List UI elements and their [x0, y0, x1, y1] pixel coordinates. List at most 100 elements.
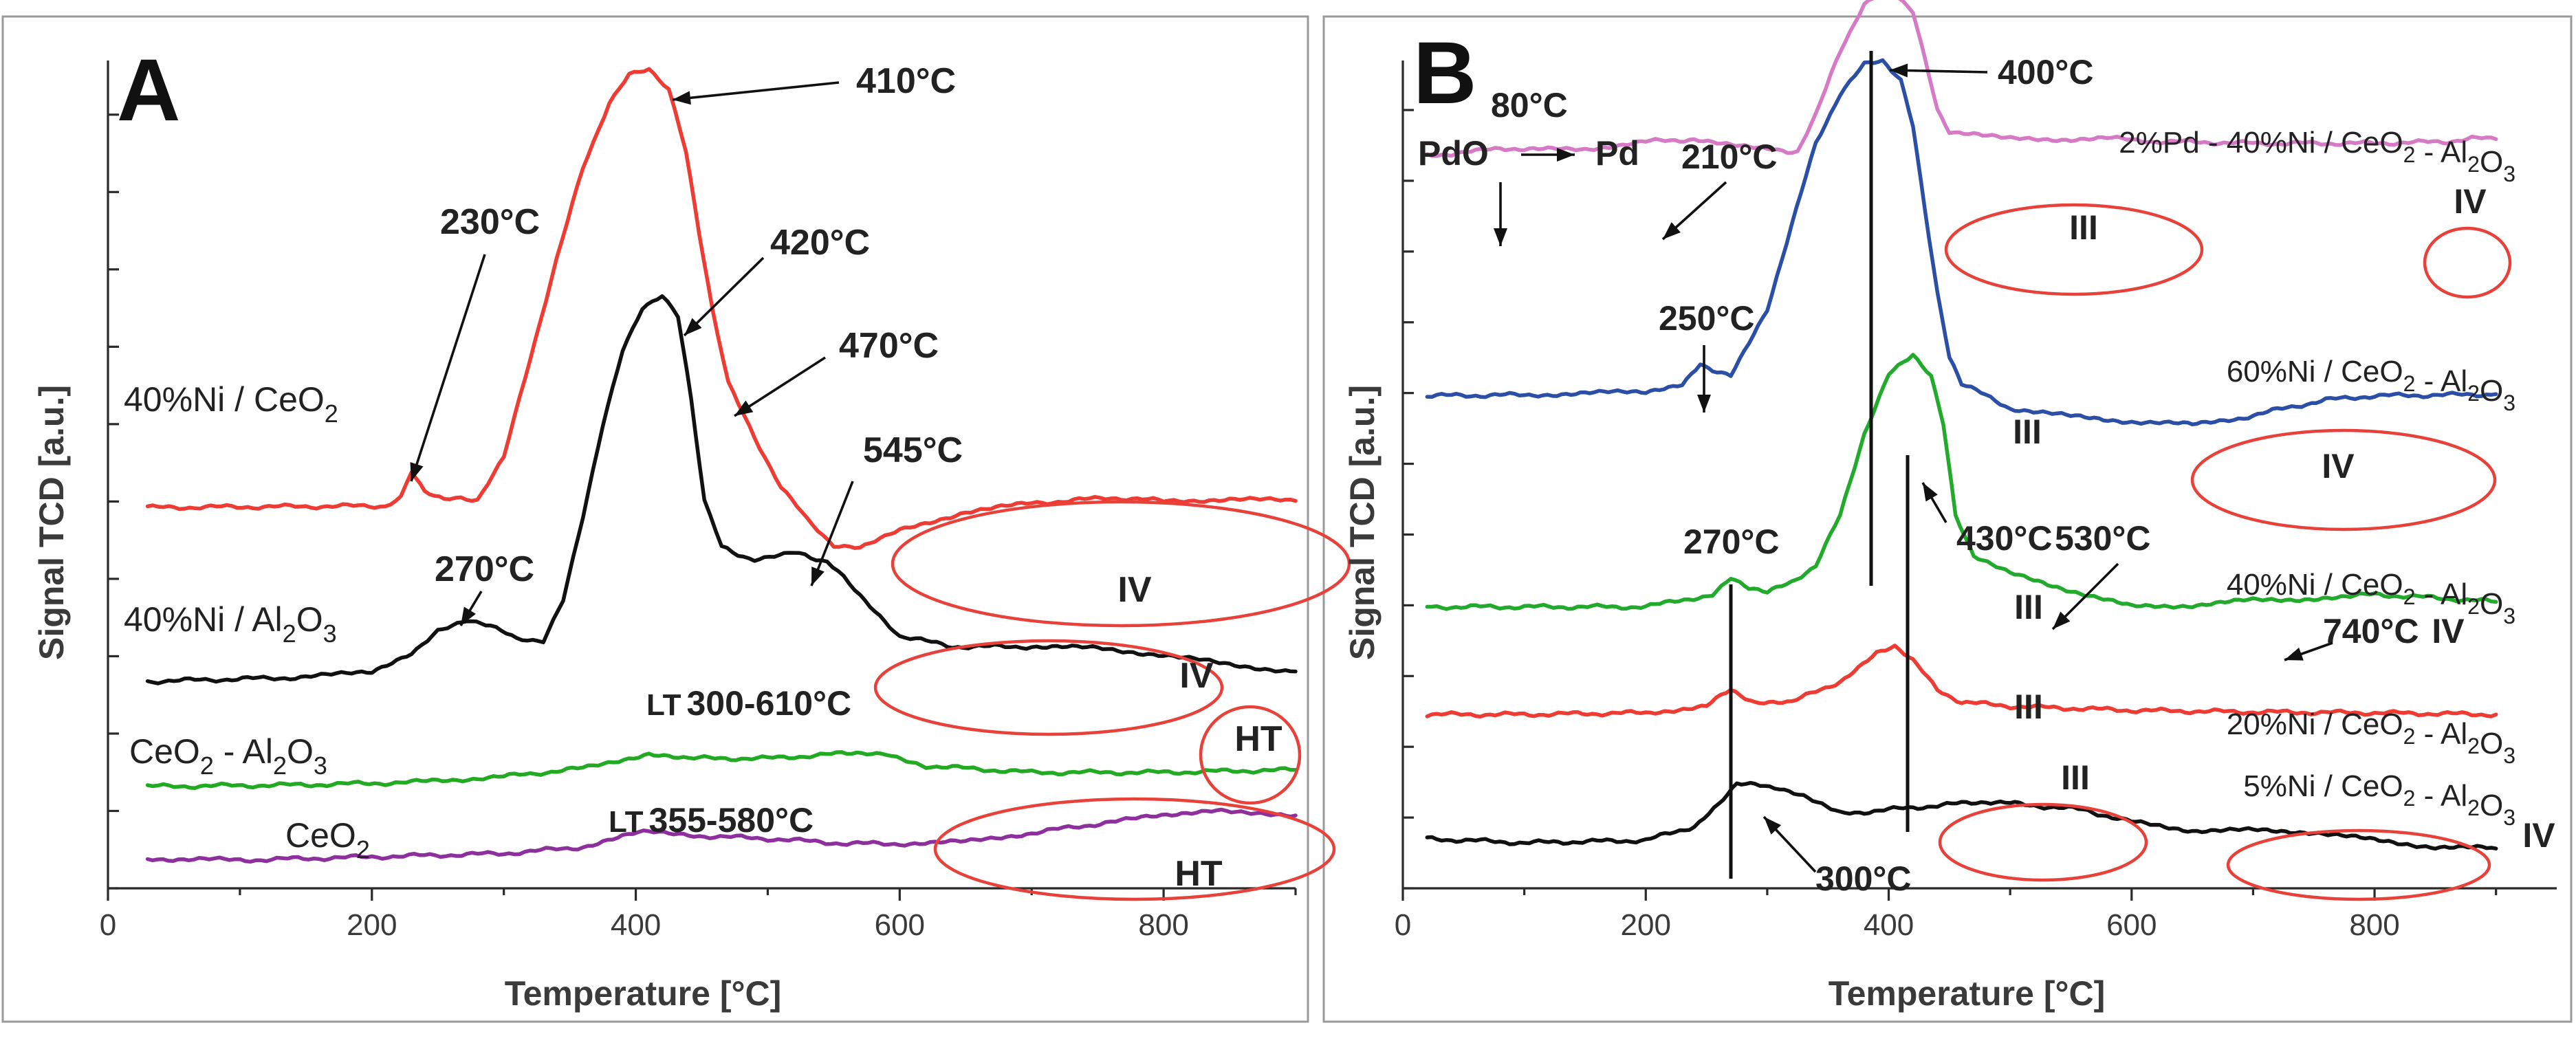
- panel-a-curves: [145, 67, 1298, 864]
- annotation-label: 740°C: [2323, 612, 2419, 650]
- panel-a-axes: [107, 61, 1296, 890]
- label-text: 5%Ni / CeO: [2243, 769, 2403, 803]
- annotation-label: 545°C: [863, 430, 963, 470]
- annotation-arrow: [810, 481, 854, 586]
- series-label: 20%Ni / CeO2 - Al2O3: [2227, 707, 2515, 768]
- panel-b-series-labels: 2%Pd - 40%Ni / CeO2 - Al2O3 60%Ni / CeO2 …: [2119, 126, 2515, 830]
- panel-a-lt-label-1: LT 300-610°C: [646, 684, 851, 723]
- series-line-4: [1425, 780, 2498, 851]
- x-tick-label: 0: [1395, 908, 1411, 942]
- annotation-label: 530°C: [2055, 519, 2151, 558]
- annotation-label: IV: [2454, 182, 2487, 221]
- annotation-label: 410°C: [856, 61, 956, 101]
- arrow-head: [1494, 228, 1507, 246]
- panel-a-annotations: 410°C 230°C 420°C 470°C 545°C 270°C IV IV HT HT: [410, 61, 1351, 901]
- label-subscript: 3: [2503, 743, 2515, 768]
- label-text: CeO: [129, 732, 200, 771]
- label-text: 20%Ni / CeO: [2227, 707, 2403, 741]
- arrow-head: [1923, 483, 1938, 502]
- panel-b-x-axis-title: Temperature [°C]: [1829, 974, 2105, 1013]
- annotation-label: III: [2013, 413, 2042, 451]
- series-line-0: [145, 67, 1298, 550]
- region-ellipse: [1944, 203, 2204, 296]
- label-text: - Al: [2415, 578, 2467, 611]
- annotation-label: 300°C: [1815, 859, 1912, 898]
- label-text: - Al: [2415, 779, 2467, 813]
- panel-a-letter: A: [117, 41, 180, 140]
- lt-text: LT: [609, 805, 644, 839]
- annotation-label: III: [2061, 758, 2090, 797]
- arrow-head: [1890, 63, 1908, 78]
- panel-b-y-axis-title: Signal TCD [a.u.]: [1343, 385, 1382, 660]
- arrow-head: [673, 91, 691, 105]
- label-subscript: 2: [2403, 371, 2416, 396]
- label-text: - Al: [214, 732, 273, 771]
- x-tick-label: 400: [1864, 908, 1914, 942]
- series-line-2: [145, 750, 1298, 790]
- annotation-arrow: [734, 356, 826, 417]
- annotation-label: III: [2014, 588, 2043, 626]
- series-line-1: [145, 294, 1298, 685]
- series-line-3: [145, 807, 1298, 864]
- series-label: 60%Ni / CeO2 - Al2O3: [2227, 355, 2515, 415]
- label-subscript: 2: [2467, 594, 2480, 619]
- panel-a-frame: [1, 15, 1309, 1023]
- label-text: 60%Ni / CeO: [2227, 355, 2403, 388]
- label-text: - Al: [2415, 135, 2467, 169]
- annotation-label: 270°C: [1683, 523, 1780, 561]
- label-subscript: 3: [2503, 391, 2515, 415]
- annotation-label: Pd: [1595, 134, 1639, 173]
- annotation-label: 400°C: [1998, 53, 2094, 91]
- region-ellipse: [891, 500, 1351, 628]
- label-subscript: 2: [2403, 142, 2416, 167]
- panel-a-lt-label-2: LT 355-580°C: [609, 801, 814, 839]
- region-ellipse: [2226, 828, 2491, 901]
- arrow-head: [1663, 222, 1681, 239]
- label-subscript: 2: [2467, 381, 2480, 406]
- annotation-label: 470°C: [839, 326, 939, 366]
- label-subscript: 3: [2503, 805, 2515, 830]
- region-ellipse: [1199, 705, 1302, 805]
- arrow-head: [2284, 647, 2304, 661]
- annotation-label: 270°C: [435, 549, 534, 589]
- region-ellipse: [2423, 226, 2512, 299]
- annotation-label: IV: [2522, 816, 2555, 855]
- annotation-label: HT: [1175, 854, 1223, 894]
- label-subscript: 2: [2467, 152, 2480, 177]
- arrow-head: [1697, 395, 1711, 413]
- panel-a-ticks: 0 200 400 600 800: [100, 113, 1297, 942]
- region-ellipse: [1938, 802, 2148, 882]
- lt-range: 300-610°C: [687, 684, 852, 723]
- annotation-label: III: [2014, 688, 2043, 726]
- label-subscript: 3: [2503, 604, 2515, 628]
- arrow-head: [461, 606, 476, 626]
- annotation-label: IV: [1117, 570, 1151, 610]
- label-subscript: 2: [283, 619, 296, 648]
- series-label: 2%Pd - 40%Ni / CeO2 - Al2O3: [2119, 126, 2515, 186]
- annotation-arrow: [683, 256, 765, 337]
- label-subscript: 2: [325, 399, 338, 428]
- panel-a: 0 200 400 600 800 A Temperature [°C] Signal …: [32, 41, 1351, 1013]
- x-tick-label: 200: [347, 908, 397, 942]
- label-text: O: [2480, 789, 2503, 822]
- label-subscript: 3: [2503, 162, 2515, 186]
- series-line-3: [1425, 644, 2498, 718]
- label-text: 40%Ni / CeO: [2227, 568, 2403, 602]
- x-tick-label: 0: [100, 908, 116, 942]
- x-tick-label: 600: [875, 908, 925, 942]
- panel-b-letter: B: [1413, 24, 1476, 122]
- label-text: 40%Ni / CeO: [124, 380, 325, 419]
- panel-b-ticks: 0 200 400 600 800: [1395, 109, 2498, 942]
- region-ellipse: [873, 639, 1224, 736]
- panel-b-axes: [1401, 61, 2557, 890]
- annotation-label: 420°C: [770, 223, 870, 263]
- series-line-0: [1425, 0, 2498, 158]
- annotation-label: III: [2069, 208, 2098, 247]
- label-text: O: [296, 600, 323, 639]
- label-text: O: [2480, 374, 2503, 408]
- label-subscript: 2: [200, 751, 214, 780]
- panel-a-label-ceo2-al2o3: CeO2 - Al2O3: [129, 732, 327, 780]
- arrow-head: [1557, 148, 1575, 162]
- annotation-label: IV: [2322, 447, 2355, 485]
